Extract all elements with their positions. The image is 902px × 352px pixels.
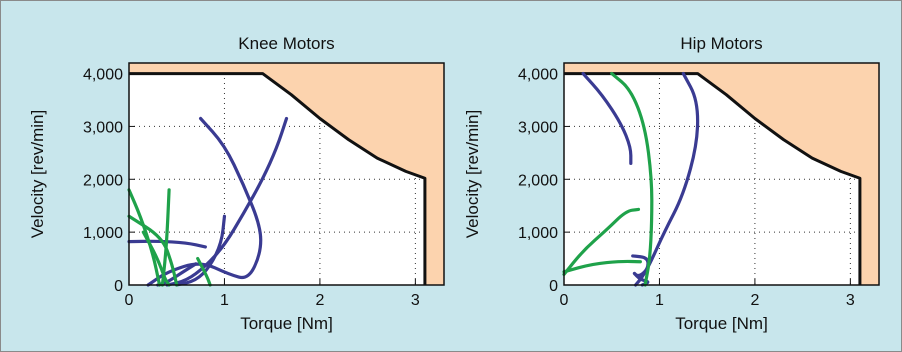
hip-green-trajectory-4	[610, 71, 654, 287]
knee-blue-trajectory-2	[165, 116, 289, 287]
knee-green-trajectory-8	[160, 188, 171, 287]
hip-infeasible-region	[564, 63, 879, 285]
knee-xtick-label-3: 3	[411, 292, 420, 309]
knee-xtick-label-2: 2	[315, 292, 324, 309]
knee-ytick-label-4: 4,000	[83, 67, 123, 84]
hip-green-trajectory-6	[562, 259, 642, 274]
hip-plot-frame	[563, 62, 880, 286]
hip-xtick-label-0: 0	[560, 292, 569, 309]
hip-ytick-label-0: 0	[549, 278, 558, 295]
hip-ytick-label-4: 4,000	[518, 67, 558, 84]
knee-ytick-label-1: 1,000	[83, 225, 123, 242]
knee-green-trajectory-10	[196, 256, 212, 287]
knee-xtick-label-1: 1	[220, 292, 229, 309]
knee-chart-title: Knee Motors	[238, 34, 334, 53]
hip-blue-trajectory-1	[581, 71, 633, 166]
hip-x-axis-label: Torque [Nm]	[675, 314, 768, 333]
hip-ytick-label-3: 3,000	[518, 119, 558, 136]
hip-limit-curve	[564, 72, 862, 285]
hip-chart-title: Hip Motors	[680, 34, 762, 53]
knee-chart: 0 1 2 3 0 1,000 2,000 3,000 4,000 Knee Motors Torq…	[28, 34, 445, 333]
hip-ytick-label-1: 1,000	[518, 225, 558, 242]
knee-blue-trajectory-3	[175, 214, 227, 287]
knee-limit-curve	[129, 72, 427, 285]
hip-chart: 0 1 2 3 0 1,000 2,000 3,000 4,000 Hip Motors Torqu…	[463, 34, 880, 333]
hip-ytick-label-2: 2,000	[518, 172, 558, 189]
knee-infeasible-region	[129, 63, 444, 285]
knee-ytick-label-0: 0	[114, 278, 123, 295]
hip-xtick-label-2: 2	[750, 292, 759, 309]
hip-xtick-label-3: 3	[846, 292, 855, 309]
knee-y-axis-label: Velocity [rev/min]	[28, 110, 47, 239]
knee-green-trajectory-6	[127, 188, 162, 287]
hip-green-trajectory-5	[562, 207, 641, 277]
knee-blue-trajectory-1	[146, 116, 263, 287]
knee-xtick-label-0: 0	[125, 292, 134, 309]
knee-ytick-label-3: 3,000	[83, 119, 123, 136]
hip-y-axis-label: Velocity [rev/min]	[463, 110, 482, 239]
hip-xtick-label-1: 1	[655, 292, 664, 309]
knee-plot-frame	[128, 62, 445, 286]
knee-green-trajectory-9	[141, 230, 171, 287]
knee-x-axis-label: Torque [Nm]	[240, 314, 333, 333]
knee-ytick-label-2: 2,000	[83, 172, 123, 189]
